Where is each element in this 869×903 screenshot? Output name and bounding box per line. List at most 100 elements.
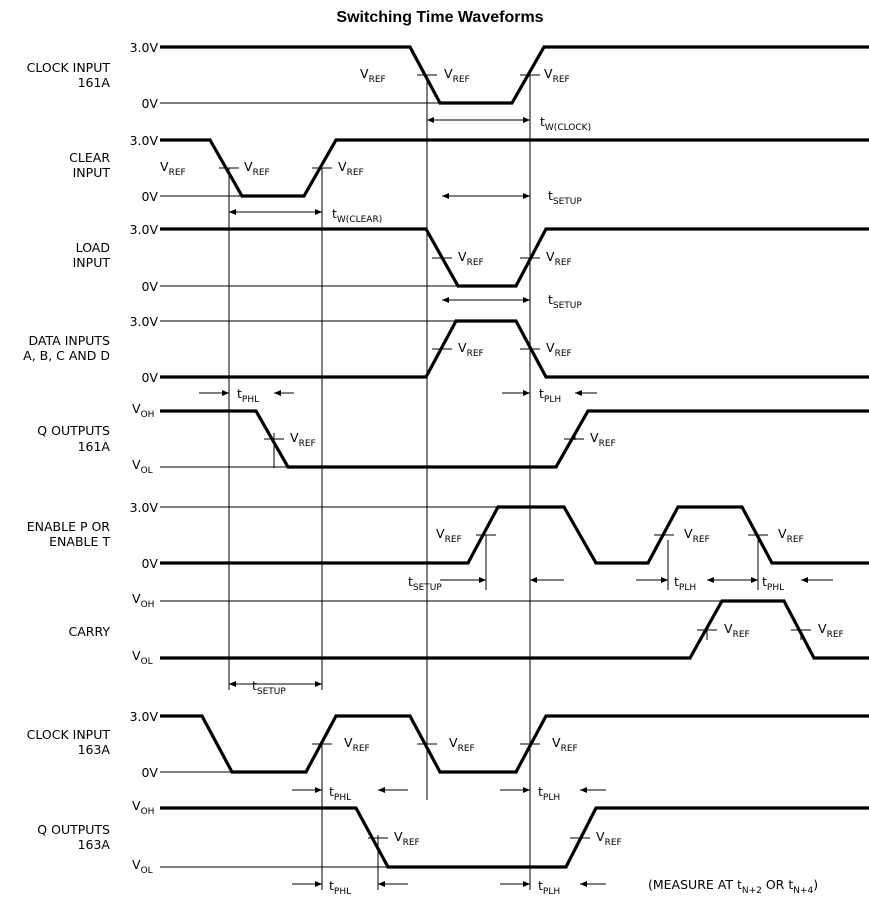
- vref-label: VREF: [590, 430, 616, 449]
- level-low-clk161: 0V: [141, 96, 158, 111]
- arrow-head: [222, 390, 229, 396]
- vref-label: VREF: [546, 340, 572, 359]
- row-name-load: LOAD: [76, 240, 110, 255]
- level-high-clk161: 3.0V: [130, 40, 159, 55]
- arrow-head: [580, 881, 587, 887]
- vref-label: VREF: [338, 159, 364, 178]
- arrow-head: [427, 117, 434, 123]
- row-sub-clear: INPUT: [73, 165, 111, 180]
- waveform-q163: [160, 806, 869, 869]
- arrow-head: [523, 881, 530, 887]
- level-high-q163: VOH: [132, 798, 154, 817]
- arrow-head: [315, 881, 322, 887]
- row-name-q161: Q OUTPUTS: [37, 423, 110, 438]
- row-sub-clk161: 161A: [78, 75, 111, 90]
- row-sub-data: A, B, C AND D: [23, 348, 110, 363]
- tsetup-clear-label: tSETUP: [252, 678, 286, 697]
- arrow-head: [442, 193, 449, 199]
- level-high-clear: 3.0V: [130, 133, 159, 148]
- arrow-head: [707, 577, 714, 583]
- vref-label: VREF: [458, 340, 484, 359]
- arrow-head: [315, 681, 322, 687]
- arrow-head: [801, 577, 808, 583]
- row-name-q163: Q OUTPUTS: [37, 822, 110, 837]
- arrow-head: [523, 117, 530, 123]
- vref-label: VREF: [546, 249, 572, 268]
- row-name-clear: CLEAR: [69, 150, 110, 165]
- arrow-head: [229, 681, 236, 687]
- arrow-head: [315, 209, 322, 215]
- tplh-q163-label2: tPLH: [538, 878, 560, 897]
- level-high-load: 3.0V: [130, 222, 159, 237]
- tphl-carry-label: tPHL: [762, 574, 784, 593]
- vref-label: VREF: [544, 66, 570, 85]
- arrow-head: [751, 577, 758, 583]
- row-name-clk163: CLOCK INPUT: [27, 727, 111, 742]
- row-sub-q163: 163A: [78, 837, 111, 852]
- arrow-head: [274, 390, 281, 396]
- vref-label: VREF: [449, 735, 475, 754]
- level-high-q161: VOH: [132, 401, 154, 420]
- vref-label: VREF: [344, 735, 370, 754]
- arrow-head: [530, 577, 537, 583]
- row-name-data: DATA INPUTS: [29, 333, 111, 348]
- level-low-q163: VOL: [132, 857, 153, 876]
- tplh-q161-label: tPLH: [539, 386, 561, 405]
- tw-clear-label: tW(CLEAR): [332, 206, 382, 225]
- waveform-q161: [160, 409, 869, 469]
- arrow-head: [523, 390, 530, 396]
- tplh-q163-label1: tPLH: [538, 784, 560, 803]
- tplh-carry-label: tPLH: [674, 574, 696, 593]
- level-low-load: 0V: [141, 279, 158, 294]
- level-low-q161: VOL: [132, 457, 153, 476]
- row-sub-enable: ENABLE T: [49, 534, 110, 549]
- waveform-clk163: [160, 714, 869, 774]
- level-low-data: 0V: [141, 370, 158, 385]
- vref-label: VREF: [724, 621, 750, 640]
- tphl-q163-label2: tPHL: [329, 878, 351, 897]
- waveform-clk161: [160, 45, 869, 105]
- arrow-head: [315, 787, 322, 793]
- vref-label: VREF: [458, 249, 484, 268]
- footnote: (MEASURE AT tN+2 OR tN+4): [648, 877, 818, 896]
- level-high-enable: 3.0V: [130, 500, 159, 515]
- level-low-clk163: 0V: [141, 765, 158, 780]
- row-name-clk161: CLOCK INPUT: [27, 60, 111, 75]
- vref-label: VREF: [552, 735, 578, 754]
- row-sub-load: INPUT: [73, 255, 111, 270]
- tsetup-load-label: tSETUP: [548, 188, 582, 207]
- row-sub-clk163: 163A: [78, 742, 111, 757]
- vref-label: VREF: [290, 430, 316, 449]
- arrow-head: [575, 390, 582, 396]
- vref-label: VREF: [160, 159, 186, 178]
- vref-label: VREF: [244, 159, 270, 178]
- arrow-head: [442, 297, 449, 303]
- tsetup-enable-label: tSETUP: [408, 574, 442, 593]
- vref-label: VREF: [436, 526, 462, 545]
- level-low-clear: 0V: [141, 189, 158, 204]
- level-high-carry: VOH: [132, 591, 154, 610]
- arrow-head: [661, 577, 668, 583]
- vref-label: VREF: [444, 66, 470, 85]
- level-low-enable: 0V: [141, 556, 158, 571]
- vref-label: VREF: [818, 621, 844, 640]
- vref-label: VREF: [684, 526, 710, 545]
- waveform-data: [160, 319, 869, 379]
- row-name-carry: CARRY: [69, 624, 111, 639]
- vref-label: VREF: [778, 526, 804, 545]
- arrow-head: [523, 787, 530, 793]
- row-name-enable: ENABLE P OR: [27, 519, 111, 534]
- waveform-load: [160, 227, 869, 288]
- level-high-data: 3.0V: [130, 314, 159, 329]
- vref-label: VREF: [394, 829, 420, 848]
- arrow-head: [523, 297, 530, 303]
- vref-label: VREF: [596, 829, 622, 848]
- tsetup-data-label: tSETUP: [548, 292, 582, 311]
- waveform-carry: [160, 599, 869, 660]
- row-sub-q161: 161A: [78, 439, 111, 454]
- arrow-head: [580, 787, 587, 793]
- arrow-head: [378, 787, 385, 793]
- level-high-clk163: 3.0V: [130, 709, 159, 724]
